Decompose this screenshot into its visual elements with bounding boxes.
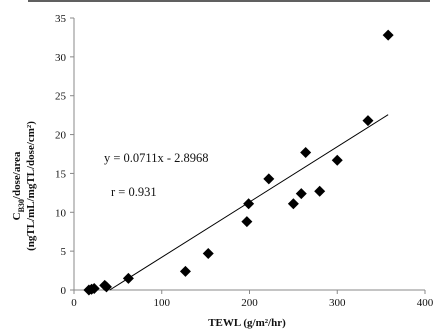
data-points (83, 29, 394, 296)
x-axis-title: TEWL (g/m²/hr) (208, 317, 286, 329)
x-tick-label: 300 (329, 297, 346, 309)
y-axis-title-line2: (ngTL/mL/mgTL/dose/cm²) (25, 121, 37, 251)
data-point-marker (295, 188, 307, 200)
y-axis-title-main: C (11, 212, 23, 220)
data-point-marker (243, 198, 255, 210)
data-point-marker (100, 281, 112, 293)
y-tick-label: 30 (55, 52, 67, 64)
y-axis-title-rest: /dose/area (11, 151, 23, 200)
tick-labels: 0 5 10 15 20 25 30 35 0 100 200 300 400 (55, 13, 434, 309)
data-point-marker (382, 29, 394, 41)
data-point-marker (331, 154, 343, 166)
data-point-marker (287, 198, 299, 210)
data-point-marker (241, 216, 253, 228)
y-tick-label: 15 (55, 168, 67, 180)
data-point-marker (179, 265, 191, 277)
y-tick-label: 25 (55, 91, 67, 103)
data-point-marker (362, 115, 374, 127)
y-axis-title-subscript: B30 (17, 199, 26, 212)
correlation-annotation: r = 0.931 (111, 185, 157, 199)
equation-annotation: y = 0.0711x - 2.8968 (104, 151, 209, 165)
data-point-marker (314, 185, 326, 197)
x-tick-label: 100 (154, 297, 171, 309)
data-point-marker (88, 282, 100, 294)
axes (70, 17, 426, 294)
data-point-marker (202, 247, 214, 259)
y-tick-label: 20 (55, 130, 67, 142)
data-point-marker (122, 272, 134, 284)
y-tick-label: 10 (55, 207, 67, 219)
data-point-marker (263, 173, 275, 185)
y-axis-title: CB30/dose/area (ngTL/mL/mgTL/dose/cm²) (11, 121, 37, 251)
y-axis-title-line1: CB30/dose/area (11, 151, 26, 220)
data-point-marker (300, 146, 312, 158)
x-tick-label: 200 (241, 297, 258, 309)
y-tick-label: 5 (61, 246, 67, 258)
x-tick-label: 400 (417, 297, 434, 309)
x-tick-label: 0 (71, 297, 77, 309)
y-tick-label: 0 (61, 285, 67, 297)
y-tick-label: 35 (55, 13, 67, 25)
